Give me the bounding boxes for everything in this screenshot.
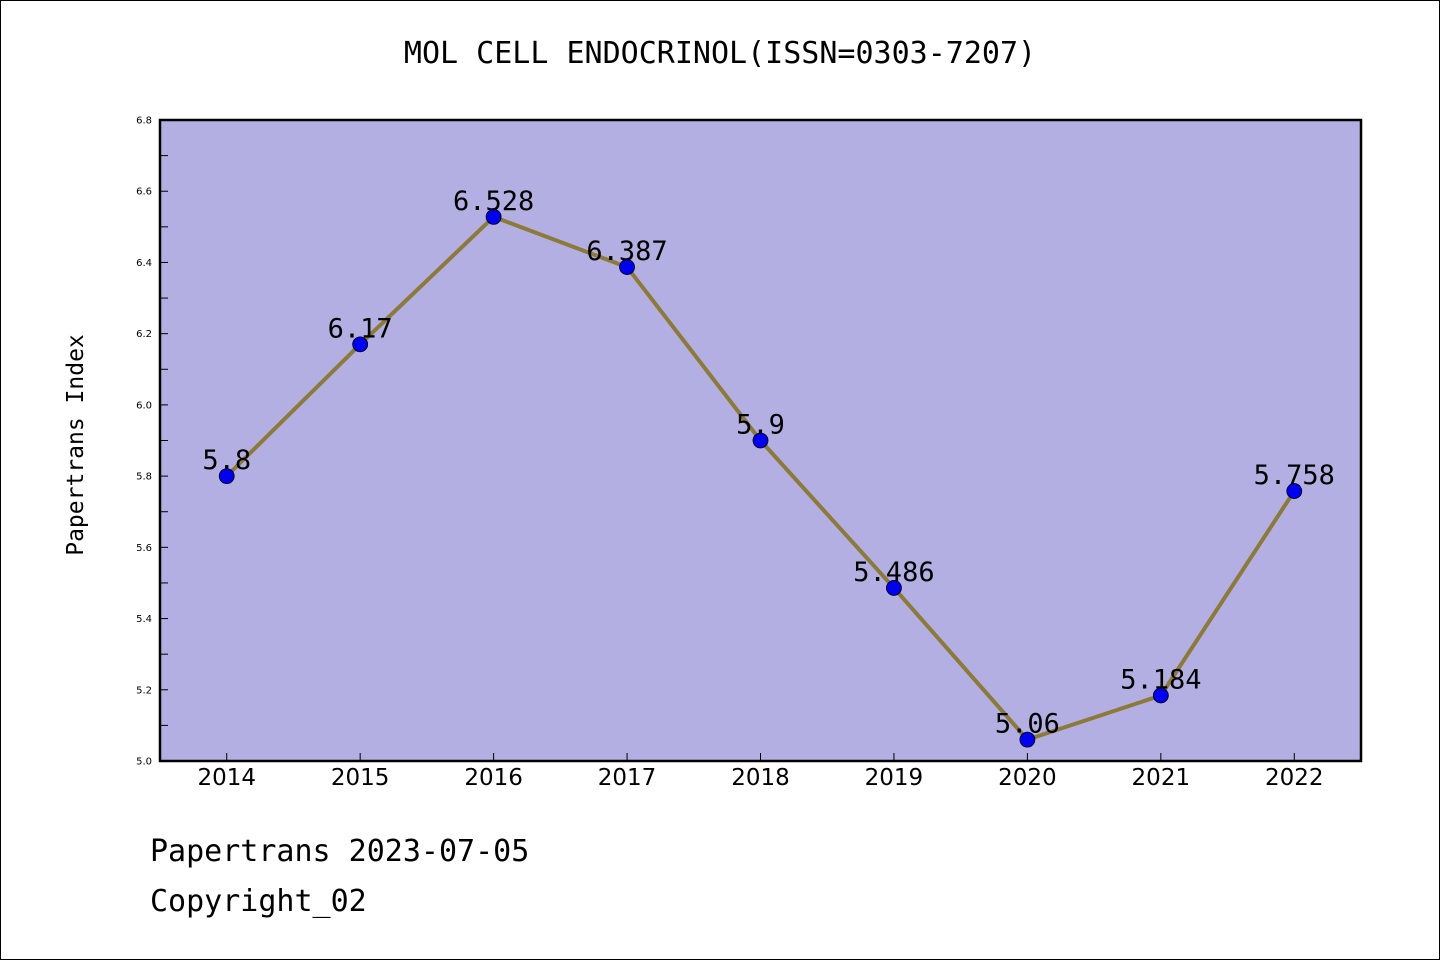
x-tick-label: 2014 — [197, 765, 256, 791]
y-tick-label: 6.8 — [136, 116, 152, 127]
data-label: 5.758 — [1254, 460, 1335, 491]
data-point — [886, 580, 902, 596]
x-tick-label: 2015 — [331, 765, 390, 791]
plot-border — [158, 118, 1363, 763]
x-tick-label: 2017 — [598, 765, 657, 791]
data-label: 5.486 — [853, 557, 934, 588]
y-tick-label: 6.4 — [136, 258, 152, 269]
y-tick-label: 6.2 — [136, 329, 152, 340]
x-tick-label: 2016 — [464, 765, 523, 791]
data-point — [752, 432, 769, 449]
data-label: 6.17 — [328, 313, 393, 344]
data-label: 6.387 — [586, 236, 667, 267]
chart-title: MOL CELL ENDOCRINOL(ISSN=0303-7207) — [403, 36, 1037, 71]
data-point — [485, 208, 502, 225]
y-tick-label: 6.0 — [136, 400, 152, 411]
data-point — [1152, 687, 1169, 704]
data-label: 5.06 — [995, 709, 1060, 740]
footer-date: Papertrans 2023-07-05 — [150, 834, 530, 869]
data-label: 5.184 — [1120, 664, 1201, 695]
y-tick-label: 5.4 — [136, 614, 152, 625]
data-point — [352, 336, 369, 353]
x-tick-label: 2018 — [731, 765, 790, 791]
x-tick-label: 2020 — [998, 765, 1057, 791]
data-label: 5.9 — [736, 410, 785, 441]
data-label: 5.8 — [202, 445, 251, 476]
y-tick-label: 5.2 — [136, 685, 152, 696]
data-point — [1019, 731, 1036, 748]
data-label: 6.528 — [453, 186, 534, 217]
y-tick-label: 5.6 — [136, 543, 152, 554]
y-tick-label: 5.0 — [136, 757, 152, 768]
footer-copyright: Copyright_02 — [150, 884, 367, 919]
y-tick-label: 6.6 — [136, 187, 152, 198]
y-tick-label: 5.8 — [136, 472, 152, 483]
x-tick-label: 2021 — [1132, 765, 1191, 791]
data-point — [619, 259, 635, 275]
data-point — [218, 468, 235, 485]
x-tick-label: 2022 — [1265, 765, 1324, 791]
x-tick-label: 2019 — [865, 765, 924, 791]
data-point — [1286, 483, 1303, 499]
